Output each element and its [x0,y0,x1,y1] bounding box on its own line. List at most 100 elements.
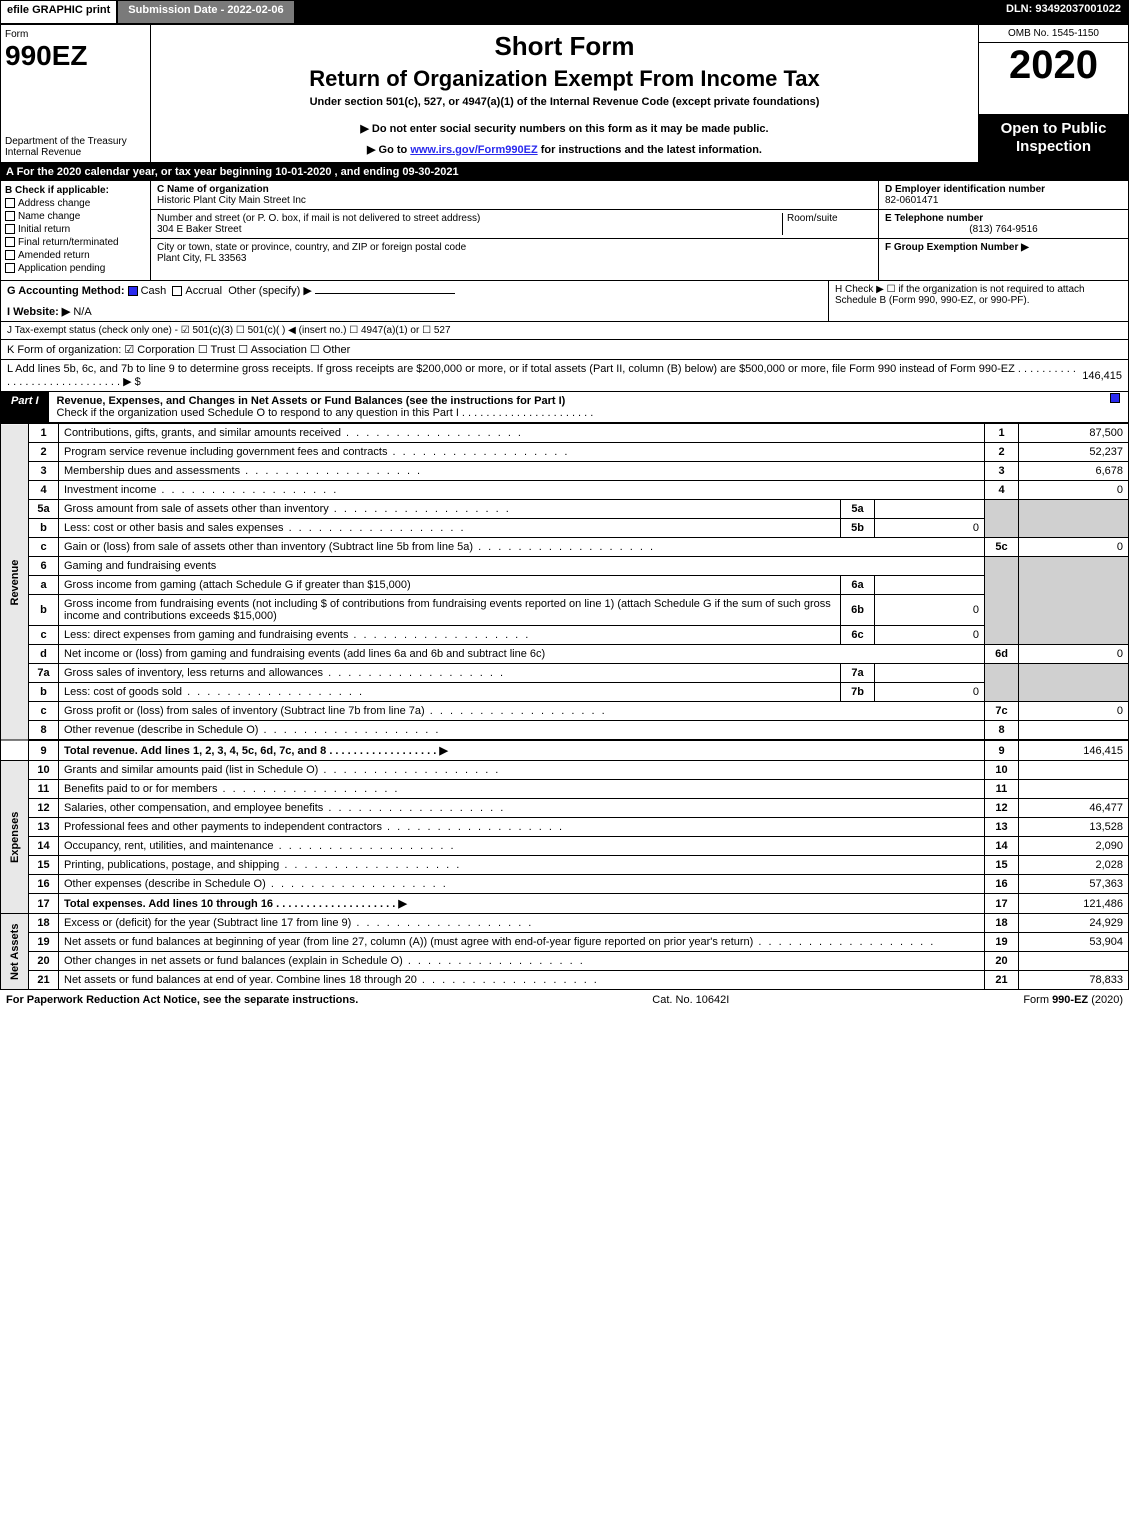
row14-val: 2,090 [1019,837,1129,856]
part-i-check[interactable] [1104,392,1128,422]
website-value: N/A [73,306,91,318]
row-a-tax-year: A For the 2020 calendar year, or tax yea… [0,163,1129,181]
row12-desc: Salaries, other compensation, and employ… [59,799,985,818]
row9-num: 9 [29,740,59,761]
row21-desc: Net assets or fund balances at end of ye… [59,971,985,990]
row7a-num: 7a [29,664,59,683]
line-l-value: 146,415 [1082,370,1122,382]
col-def: D Employer identification number 82-0601… [878,181,1128,280]
chk-initial-return[interactable]: Initial return [5,224,146,235]
row6-grayval [1019,557,1129,645]
header-mid: Short Form Return of Organization Exempt… [151,25,978,162]
chk-amended-return[interactable]: Amended return [5,250,146,261]
row2-val: 52,237 [1019,443,1129,462]
row7c-desc: Gross profit or (loss) from sales of inv… [59,702,985,721]
dln: DLN: 93492037001022 [998,0,1129,24]
part-i-tag: Part I [1,392,49,422]
line-g: G Accounting Method: Cash Accrual Other … [1,281,828,321]
row15-desc: Printing, publications, postage, and shi… [59,856,985,875]
lines-table: Revenue 1Contributions, gifts, grants, a… [0,423,1129,990]
part-i-subtitle: Check if the organization used Schedule … [57,407,594,419]
row11-num: 11 [29,780,59,799]
topbar: efile GRAPHIC print Submission Date - 20… [0,0,1129,24]
chk-cash[interactable] [128,286,138,296]
line-j: J Tax-exempt status (check only one) - ☑… [0,322,1129,340]
row5c-val: 0 [1019,538,1129,557]
line-h: H Check ▶ ☐ if the organization is not r… [828,281,1128,321]
row7b-sn: 7b [841,683,875,702]
row10-num: 10 [29,761,59,780]
row6a-sn: 6a [841,576,875,595]
submission-date: Submission Date - 2022-02-06 [117,0,294,24]
row9-val: 146,415 [1019,740,1129,761]
cash-label: Cash [141,285,167,297]
row1-ln: 1 [985,424,1019,443]
under-section: Under section 501(c), 527, or 4947(a)(1)… [157,96,972,108]
row20-num: 20 [29,952,59,971]
row8-num: 8 [29,721,59,741]
row10-val [1019,761,1129,780]
ein-value: 82-0601471 [885,195,1122,206]
chk-application-pending[interactable]: Application pending [5,263,146,274]
row7a-sv [875,664,985,683]
row5b-num: b [29,519,59,538]
row14-num: 14 [29,837,59,856]
row6c-num: c [29,626,59,645]
form-header: Form 990EZ Department of the Treasury In… [0,24,1129,163]
other-specify-label: Other (specify) ▶ [228,285,312,297]
other-specify-line[interactable] [315,293,455,294]
efile-print-label[interactable]: efile GRAPHIC print [0,0,117,24]
row5c-ln: 5c [985,538,1019,557]
row20-desc: Other changes in net assets or fund bala… [59,952,985,971]
row7c-val: 0 [1019,702,1129,721]
row11-desc: Benefits paid to or for members [59,780,985,799]
row5a-desc: Gross amount from sale of assets other t… [59,500,841,519]
footer: For Paperwork Reduction Act Notice, see … [0,990,1129,1010]
footer-right: Form 990-EZ (2020) [1023,994,1123,1006]
chk-accrual[interactable] [172,286,182,296]
row1-num: 1 [29,424,59,443]
group-exemption-label: F Group Exemption Number ▶ [885,242,1122,253]
row5b-sn: 5b [841,519,875,538]
chk-name-change[interactable]: Name change [5,211,146,222]
chk-final-return[interactable]: Final return/terminated [5,237,146,248]
row18-desc: Excess or (deficit) for the year (Subtra… [59,914,985,933]
return-title: Return of Organization Exempt From Incom… [157,66,972,92]
row2-ln: 2 [985,443,1019,462]
row7c-num: c [29,702,59,721]
row14-desc: Occupancy, rent, utilities, and maintena… [59,837,985,856]
form-label: Form [5,29,146,40]
goto-post: for instructions and the latest informat… [538,144,762,156]
row13-ln: 13 [985,818,1019,837]
row6d-desc: Net income or (loss) from gaming and fun… [59,645,985,664]
irs-link[interactable]: www.irs.gov/Form990EZ [410,144,537,156]
chk-address-change[interactable]: Address change [5,198,146,209]
row10-desc: Grants and similar amounts paid (list in… [59,761,985,780]
row15-num: 15 [29,856,59,875]
row6c-desc: Less: direct expenses from gaming and fu… [59,626,841,645]
row6c-sn: 6c [841,626,875,645]
row5a-sn: 5a [841,500,875,519]
row15-val: 2,028 [1019,856,1129,875]
row6a-sv [875,576,985,595]
line-l-text: L Add lines 5b, 6c, and 7b to line 9 to … [7,363,1079,388]
row21-val: 78,833 [1019,971,1129,990]
row21-ln: 21 [985,971,1019,990]
row6d-val: 0 [1019,645,1129,664]
row6c-sv: 0 [875,626,985,645]
row16-ln: 16 [985,875,1019,894]
row6a-num: a [29,576,59,595]
row7a-desc: Gross sales of inventory, less returns a… [59,664,841,683]
col-b: B Check if applicable: Address change Na… [1,181,151,280]
phone-cell: E Telephone number (813) 764-9516 [879,210,1128,239]
row16-num: 16 [29,875,59,894]
row16-desc: Other expenses (describe in Schedule O) [59,875,985,894]
row2-desc: Program service revenue including govern… [59,443,985,462]
side-revenue: Revenue [1,424,29,741]
header-right: OMB No. 1545-1150 2020 Open to Public In… [978,25,1128,162]
footer-catno: Cat. No. 10642I [652,994,729,1006]
row14-ln: 14 [985,837,1019,856]
row16-val: 57,363 [1019,875,1129,894]
row7b-sv: 0 [875,683,985,702]
row8-ln: 8 [985,721,1019,741]
